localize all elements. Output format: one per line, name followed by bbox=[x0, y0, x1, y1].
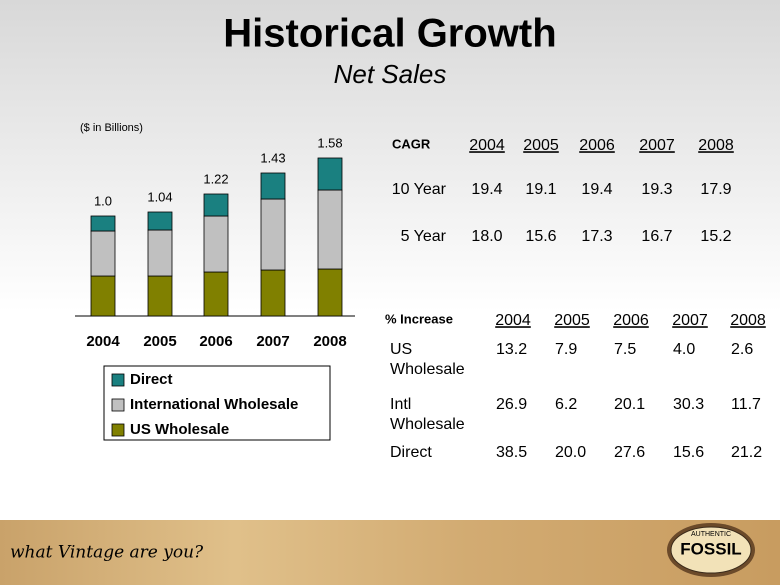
table-cell: 19.4 bbox=[581, 181, 612, 198]
table-cell: 16.7 bbox=[641, 228, 672, 245]
row-label: Intl bbox=[390, 396, 411, 413]
bar-segment bbox=[203, 271, 229, 317]
table-cell: 26.9 bbox=[496, 396, 527, 413]
table-cell: 6.2 bbox=[555, 396, 577, 413]
column-header: 2004 bbox=[469, 137, 505, 154]
table-cell: 17.3 bbox=[581, 228, 612, 245]
bar-segment bbox=[147, 229, 173, 277]
row-label: 5 Year bbox=[401, 228, 447, 245]
column-header: 2007 bbox=[672, 312, 708, 329]
title: Historical Growth bbox=[223, 12, 556, 56]
table-header: CAGR bbox=[392, 136, 431, 151]
row-label: Direct bbox=[390, 444, 432, 461]
table-cell: 19.3 bbox=[641, 181, 672, 198]
column-header: 2005 bbox=[554, 312, 590, 329]
total-label: 1.43 bbox=[260, 150, 285, 165]
row-label: Wholesale bbox=[390, 416, 465, 433]
total-label: 1.22 bbox=[203, 171, 228, 186]
subtitle: Net Sales bbox=[334, 59, 447, 89]
table-cell: 27.6 bbox=[614, 444, 645, 461]
bar-segment bbox=[260, 172, 286, 200]
x-tick-label: 2008 bbox=[313, 333, 346, 350]
table-cell: 11.7 bbox=[731, 396, 761, 413]
table-cell: 15.6 bbox=[525, 228, 556, 245]
table-cell: 20.1 bbox=[614, 396, 645, 413]
table-cell: 7.5 bbox=[614, 341, 636, 358]
legend-swatch bbox=[111, 423, 125, 437]
table-cell: 18.0 bbox=[471, 228, 502, 245]
column-header: 2006 bbox=[613, 312, 649, 329]
x-tick-label: 2006 bbox=[199, 333, 232, 350]
total-label: 1.58 bbox=[317, 135, 342, 150]
x-tick-label: 2007 bbox=[256, 333, 289, 350]
table-cell: 2.6 bbox=[731, 341, 753, 358]
column-header: 2004 bbox=[495, 312, 531, 329]
legend-label: International Wholesale bbox=[130, 396, 298, 413]
bar-segment bbox=[260, 269, 286, 317]
table-cell: 30.3 bbox=[673, 396, 704, 413]
legend-swatch bbox=[111, 398, 125, 412]
legend-label: Direct bbox=[130, 371, 173, 388]
table-cell: 15.2 bbox=[700, 228, 731, 245]
bar-segment bbox=[90, 230, 116, 277]
table-cell: 7.9 bbox=[555, 341, 577, 358]
column-header: 2005 bbox=[523, 137, 559, 154]
table-cell: 4.0 bbox=[673, 341, 695, 358]
bar-segment bbox=[147, 275, 173, 317]
row-label: 10 Year bbox=[392, 181, 447, 198]
row-label: US bbox=[390, 341, 412, 358]
table-cell: 15.6 bbox=[673, 444, 704, 461]
row-label: Wholesale bbox=[390, 361, 465, 378]
bar-segment bbox=[203, 193, 229, 217]
bar-segment bbox=[90, 215, 116, 232]
bar-segment bbox=[90, 275, 116, 317]
table-cell: 21.2 bbox=[731, 444, 762, 461]
table-header: % Increase bbox=[385, 311, 453, 326]
bar-segment bbox=[317, 189, 343, 270]
table-cell: 19.1 bbox=[525, 181, 556, 198]
bar-segment bbox=[147, 211, 173, 231]
table-cell: 13.2 bbox=[496, 341, 527, 358]
x-tick-label: 2004 bbox=[86, 333, 120, 350]
bar-segment bbox=[203, 215, 229, 273]
unit-note: ($ in Billions) bbox=[80, 122, 143, 134]
column-header: 2008 bbox=[698, 137, 734, 154]
bar-segment bbox=[317, 157, 343, 191]
total-label: 1.0 bbox=[94, 193, 112, 208]
table-cell: 20.0 bbox=[555, 444, 586, 461]
bar-segment bbox=[317, 268, 343, 317]
column-header: 2006 bbox=[579, 137, 615, 154]
table-cell: 19.4 bbox=[471, 181, 502, 198]
table-cell: 17.9 bbox=[700, 181, 731, 198]
column-header: 2007 bbox=[639, 137, 675, 154]
legend-box bbox=[103, 365, 331, 441]
legend-label: US Wholesale bbox=[130, 421, 229, 438]
x-tick-label: 2005 bbox=[143, 333, 176, 350]
table-cell: 38.5 bbox=[496, 444, 527, 461]
tagline: what Vintage are you? bbox=[10, 543, 204, 563]
legend-swatch bbox=[111, 373, 125, 387]
total-label: 1.04 bbox=[147, 189, 172, 204]
bar-segment bbox=[260, 198, 286, 271]
footer-band bbox=[0, 520, 780, 585]
logo-badge: AUTHENTIC bbox=[691, 531, 731, 538]
column-header: 2008 bbox=[730, 312, 766, 329]
logo-text: FOSSIL bbox=[680, 539, 741, 558]
logo-inner bbox=[670, 526, 752, 574]
